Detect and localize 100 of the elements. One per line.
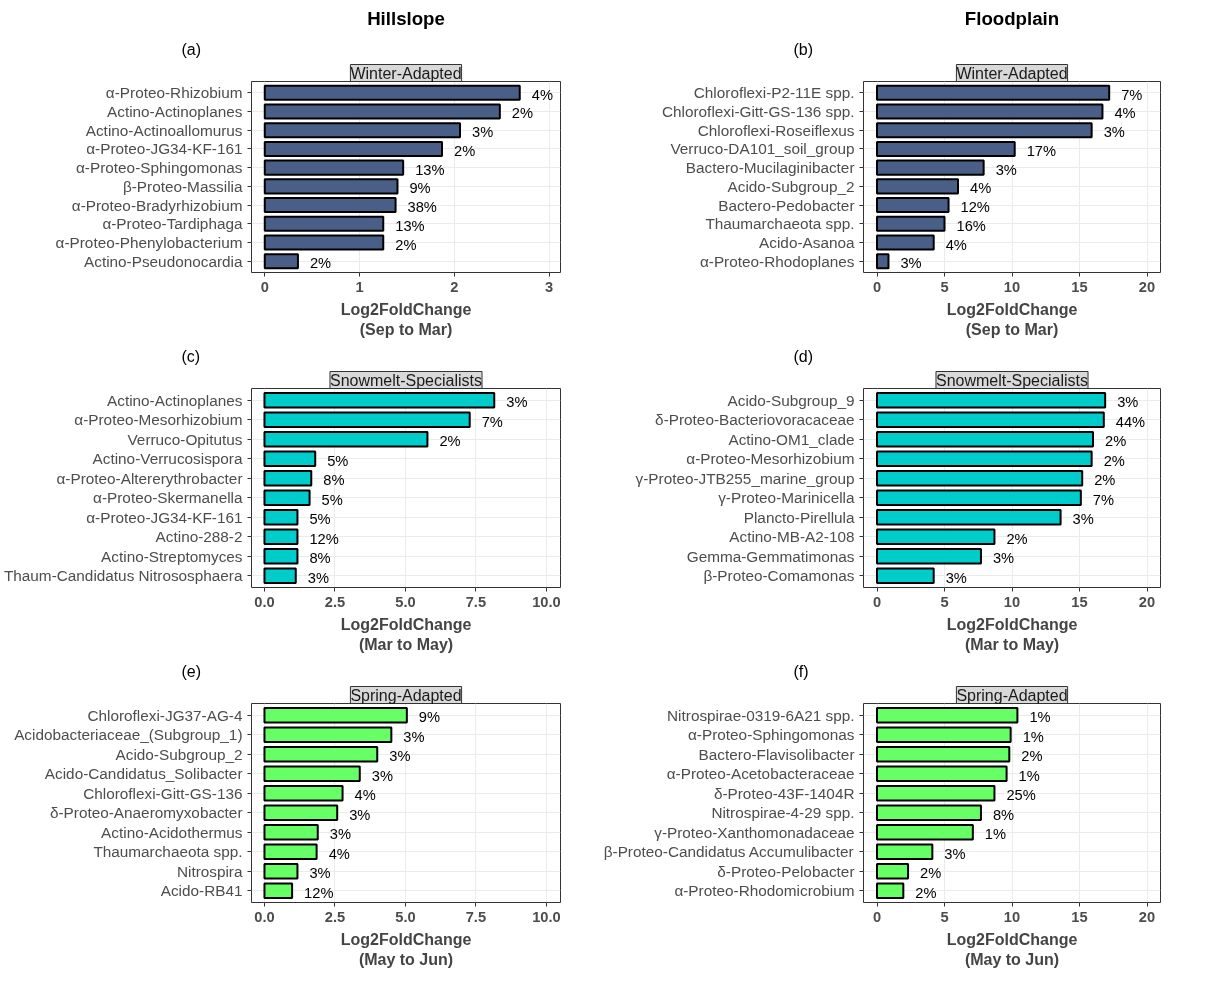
y-tick-label: α-Proteo-Mesorhizobium bbox=[686, 450, 855, 468]
x-tick-label: 2.5 bbox=[324, 593, 346, 610]
y-tick-label: δ-Proteo-Anaeromyxobacter bbox=[49, 804, 243, 822]
y-tick-label: Actino-Acidothermus bbox=[101, 823, 243, 841]
chart-title: Spring-Adapted bbox=[350, 686, 462, 704]
annotation: 2% bbox=[1094, 472, 1116, 489]
y-tick-label: Nitrospira bbox=[176, 862, 243, 880]
y-tick-label: Actino-Actinoallomurus bbox=[85, 121, 243, 139]
x-tick-label: 7.5 bbox=[465, 593, 487, 610]
x-tick-label: 10 bbox=[1003, 278, 1021, 295]
y-tick-label: Actino-OM1_clade bbox=[728, 430, 855, 448]
x-axis-title: Log2FoldChange (Sep to Mar) bbox=[340, 300, 472, 338]
x-tick-label: 0 bbox=[872, 593, 882, 610]
chart-subtitle: (f) bbox=[793, 662, 809, 680]
x-tick-label: 10 bbox=[1003, 908, 1021, 925]
annotation: 38% bbox=[407, 199, 437, 216]
annotation: 3% bbox=[329, 826, 351, 843]
annotation: 3% bbox=[1072, 511, 1094, 528]
y-tick-label: Bactero-Mucilaginibacter bbox=[685, 159, 855, 177]
y-tick-label: Nitrospirae-0319-6A21 spp. bbox=[667, 706, 855, 724]
y-tick-label: Actino-288-2 bbox=[155, 528, 243, 546]
y-tick-label: α-Proteo-Tardiphaga bbox=[102, 215, 243, 233]
x-axis-title: Log2FoldChange (May to Jun) bbox=[340, 930, 472, 968]
y-tick-label: Verruco-DA101_soil_group bbox=[670, 140, 855, 158]
y-tick-label: α-Proteo-Sphingomonas bbox=[688, 726, 855, 744]
y-tick-label: δ-Proteo-Pelobacter bbox=[717, 862, 855, 880]
annotation: 3% bbox=[1117, 394, 1139, 411]
annotation: 4% bbox=[970, 180, 992, 197]
annotation: 13% bbox=[395, 217, 425, 234]
y-tick-label: Actino-MB-A2-108 bbox=[729, 528, 855, 546]
y-tick-label: β-Proteo-Comamonas bbox=[703, 567, 855, 585]
x-tick-label: 0 bbox=[260, 278, 269, 295]
annotation: 3% bbox=[995, 161, 1017, 178]
y-tick-label: α-Proteo-Skermanella bbox=[93, 489, 243, 507]
y-tick-label: Acido-RB41 bbox=[160, 882, 243, 900]
annotation: 8% bbox=[309, 550, 331, 567]
annotation: 2% bbox=[920, 865, 942, 882]
y-tick-label: α-Proteo-Rhodoplanes bbox=[699, 252, 855, 270]
x-tick-label: 0 bbox=[872, 278, 882, 295]
x-tick-label: 0.0 bbox=[254, 593, 275, 610]
annotation: 7% bbox=[1121, 86, 1143, 103]
y-tick-label: Bactero-Pedobacter bbox=[718, 196, 855, 214]
x-tick-label: 5.0 bbox=[395, 593, 416, 610]
y-tick-label: Actino-Streptomyces bbox=[101, 547, 243, 565]
y-tick-label: δ-Proteo-43F-1404R bbox=[713, 784, 855, 802]
annotation: 44% bbox=[1115, 413, 1146, 430]
chart-title: Snowmelt-Specialists bbox=[935, 371, 1089, 389]
annotation: 7% bbox=[1092, 491, 1115, 508]
y-tick-label: Acidobacteriaceae_(Subgroup_1) bbox=[14, 726, 243, 744]
y-tick-label: Acido-Asanoa bbox=[759, 234, 855, 252]
y-tick-label: Thaumarchaeota spp. bbox=[705, 215, 855, 233]
annotation: 3% bbox=[307, 569, 329, 586]
y-tick-label: Acido-Candidatus_Solibacter bbox=[44, 765, 243, 783]
y-tick-label: γ-Proteo-Marinicella bbox=[718, 489, 855, 507]
y-tick-label: Chloroflexi-P2-11E spp. bbox=[693, 84, 855, 102]
annotation: 12% bbox=[960, 199, 990, 216]
x-axis-title: Log2FoldChange (Mar to May) bbox=[946, 615, 1078, 653]
y-tick-label: Chloroflexi-Gitt-GS-136 bbox=[83, 784, 243, 802]
y-tick-label: α-Proteo-Rhizobium bbox=[105, 84, 243, 102]
annotation: 25% bbox=[1006, 787, 1036, 804]
annotation: 4% bbox=[328, 845, 350, 862]
annotation: 2% bbox=[915, 884, 937, 901]
chart-subtitle: (b) bbox=[793, 40, 814, 58]
annotation: 5% bbox=[327, 452, 349, 469]
y-tick-label: Acido-Subgroup_2 bbox=[115, 745, 243, 763]
y-tick-label: Actino-Actinoplanes bbox=[107, 102, 243, 120]
annotation: 13% bbox=[415, 161, 445, 178]
x-tick-label: 5 bbox=[940, 593, 949, 610]
chart-title: Spring-Adapted bbox=[956, 686, 1068, 704]
y-tick-label: α-Proteo-Bradyrhizobium bbox=[71, 196, 243, 214]
text: Floodplain bbox=[964, 7, 1060, 29]
x-tick-label: 20 bbox=[1138, 278, 1156, 295]
x-tick-label: 15 bbox=[1071, 278, 1088, 295]
x-tick-label: 3 bbox=[545, 278, 554, 295]
y-tick-label: γ-Proteo-JTB255_marine_group bbox=[635, 469, 855, 487]
annotation: 1% bbox=[1022, 728, 1044, 745]
annotation: 2% bbox=[511, 105, 534, 122]
y-tick-label: δ-Proteo-Bacteriovoracaceae bbox=[655, 411, 855, 429]
annotation: 4% bbox=[531, 86, 553, 103]
y-tick-label: Chloroflexi-JG37-AG-4 bbox=[87, 706, 243, 724]
y-tick-label: Plancto-Pirellula bbox=[743, 508, 855, 526]
annotation: 16% bbox=[956, 217, 986, 234]
y-tick-label: Thaumarchaeota spp. bbox=[93, 843, 243, 861]
y-tick-label: α-Proteo-Acetobacteraceae bbox=[666, 765, 855, 783]
annotation: 12% bbox=[304, 884, 334, 901]
annotation: 2% bbox=[309, 255, 332, 272]
annotation: 3% bbox=[945, 569, 967, 586]
y-tick-label: α-Proteo-Rhodomicrobium bbox=[674, 882, 855, 900]
annotation: 3% bbox=[506, 394, 528, 411]
annotation: 4% bbox=[1114, 105, 1136, 122]
annotation: 4% bbox=[945, 236, 967, 253]
y-tick-label: β-Proteo-Candidatus Accumulibacter bbox=[603, 843, 854, 861]
x-tick-label: 20 bbox=[1138, 908, 1156, 925]
y-tick-label: α-Proteo-Mesorhizobium bbox=[74, 411, 243, 429]
chart-subtitle: (c) bbox=[181, 347, 201, 365]
y-tick-label: α-Proteo-Sphingomonas bbox=[76, 159, 243, 177]
annotation: 3% bbox=[900, 255, 922, 272]
annotation: 1% bbox=[1029, 709, 1051, 726]
y-tick-label: β-Proteo-Massilia bbox=[122, 177, 243, 195]
annotation: 9% bbox=[409, 180, 431, 197]
